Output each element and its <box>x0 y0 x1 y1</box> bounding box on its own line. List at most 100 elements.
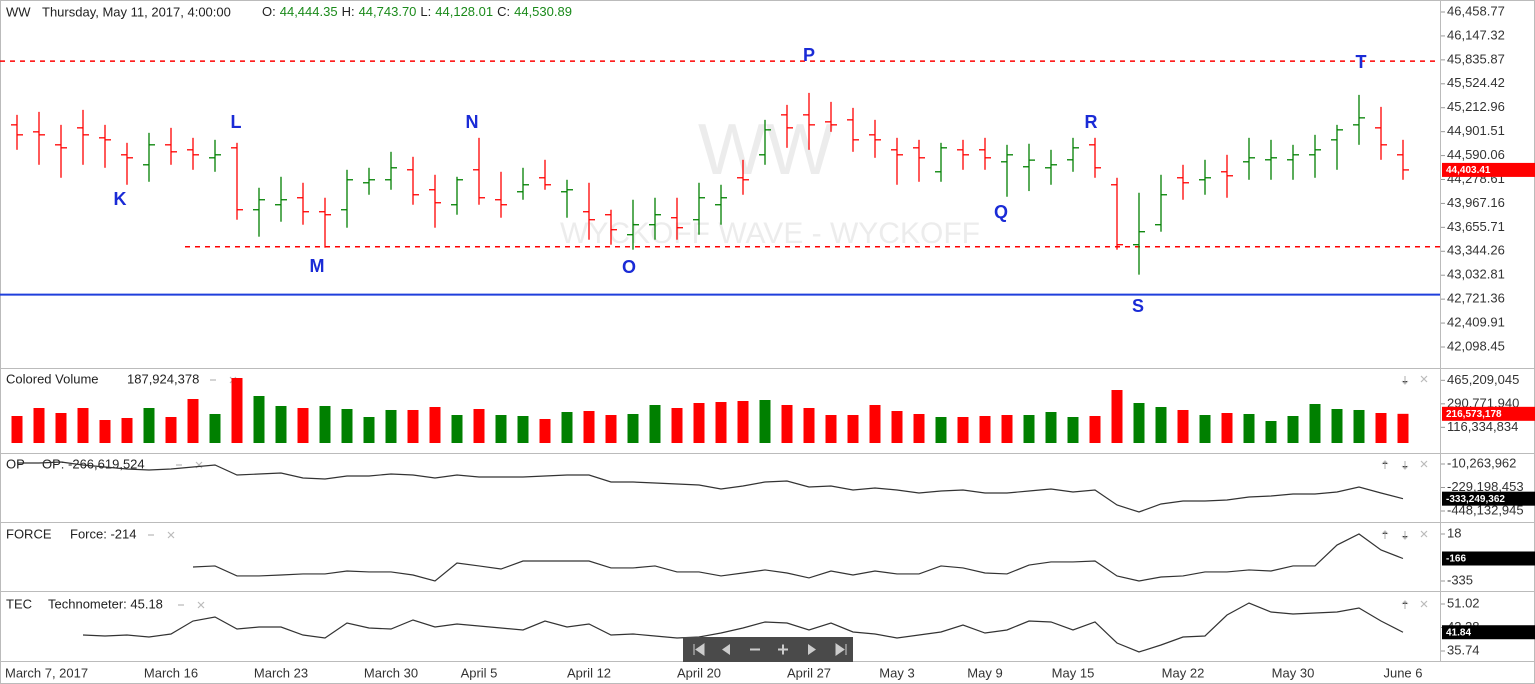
volume-bar <box>1221 413 1233 444</box>
last-button[interactable] <box>835 643 847 656</box>
y-tick-label: 43,032.81 <box>1447 267 1505 282</box>
symbol: WW <box>6 4 31 19</box>
panel-controls[interactable] <box>1381 460 1428 470</box>
panel-controls[interactable] <box>148 531 175 539</box>
last-value-label: 44,403.41 <box>1446 165 1491 176</box>
panel-controls[interactable] <box>178 601 205 609</box>
last-value-badge <box>1442 162 1535 177</box>
volume-bar <box>121 417 133 444</box>
volume-bar <box>979 416 991 444</box>
volume-bar <box>473 408 485 444</box>
wave-point-label: P <box>803 45 815 65</box>
volume-bar <box>1045 412 1057 444</box>
x-tick-label: May 15 <box>1052 665 1095 680</box>
next-button[interactable] <box>808 644 816 655</box>
wave-point-label: L <box>231 112 242 132</box>
x-tick-label: May 22 <box>1162 665 1205 680</box>
y-tick-label: -448,132,945 <box>1447 502 1524 517</box>
y-tick-label: 45,835.87 <box>1447 51 1505 66</box>
x-tick-label: March 16 <box>144 665 198 680</box>
panel-title: Colored Volume <box>6 371 99 386</box>
y-tick-label: 44,901.51 <box>1447 123 1505 138</box>
date-readout: Thursday, May 11, 2017, 4:00:00 <box>42 4 231 19</box>
volume-bar <box>385 409 397 444</box>
y-tick-label: 42,409.91 <box>1447 315 1505 330</box>
panel-readout: Technometer: 45.18 <box>48 596 163 611</box>
volume-bar <box>1067 417 1079 444</box>
ohlc-readout: O: 44,444.35 H: 44,743.70 L: 44,128.01 C: 44,53… <box>262 4 572 19</box>
volume-bar <box>1287 416 1299 444</box>
y-tick-label: 43,344.26 <box>1447 243 1505 258</box>
last-value-label: 216,573,178 <box>1446 409 1502 420</box>
wave-point-label: K <box>114 189 127 209</box>
watermark-text: WYCKOFF WAVE - WYCKOFF <box>560 217 980 250</box>
volume-bar <box>165 417 177 444</box>
volume-bar <box>1001 415 1013 444</box>
x-tick-label: April 5 <box>461 665 498 680</box>
y-tick-label: -229,198,453 <box>1447 479 1524 494</box>
x-tick-label: May 3 <box>879 665 914 680</box>
volume-bar <box>561 412 573 444</box>
readout-value: 44,530.89 <box>514 4 572 19</box>
panel-controls[interactable] <box>1401 600 1428 609</box>
volume-bar <box>1353 409 1365 444</box>
panel-controls[interactable] <box>1381 530 1428 540</box>
volume-bar <box>759 400 771 444</box>
volume-bar <box>737 400 749 444</box>
volume-bar <box>1331 408 1343 444</box>
prev-button[interactable] <box>722 644 730 655</box>
readout-key: L: <box>420 4 431 19</box>
panel-title: TEC <box>6 596 32 611</box>
y-tick-label: 116,334,834 <box>1447 419 1518 434</box>
wave-point-label: M <box>310 256 325 276</box>
wave-point-label: Q <box>994 202 1008 222</box>
volume-bar <box>693 403 705 444</box>
last-value-badge <box>1442 551 1535 566</box>
y-tick-label: 45,524.42 <box>1447 75 1505 90</box>
panel-controls[interactable] <box>1401 375 1428 385</box>
navigation-toolbar <box>683 637 853 662</box>
volume-bar <box>825 415 837 444</box>
x-tick-label: April 12 <box>567 665 611 680</box>
volume-bar <box>495 415 507 444</box>
y-tick-label: 46,147.32 <box>1447 27 1505 42</box>
indicator-line <box>17 461 1404 513</box>
volume-bar <box>77 408 89 444</box>
first-button[interactable] <box>693 643 705 656</box>
volume-bar <box>1265 421 1277 444</box>
x-tick-label: March 7, 2017 <box>5 665 88 680</box>
volume-bar <box>649 404 661 444</box>
y-tick-label: 45,212.96 <box>1447 99 1505 114</box>
indicator-line <box>192 533 1404 582</box>
volume-bar <box>1155 407 1167 444</box>
y-tick-label: 43,655.71 <box>1447 219 1505 234</box>
toolbar-bg <box>683 637 853 662</box>
y-tick-label: -335 <box>1447 572 1473 587</box>
volume-bar <box>209 413 221 444</box>
volume-bar <box>847 415 859 444</box>
volume-bar <box>253 395 265 444</box>
y-tick-label: 465,209,045 <box>1447 372 1519 387</box>
x-tick-label: May 30 <box>1272 665 1315 680</box>
volume-bar <box>1023 415 1035 444</box>
volume-bar <box>517 416 529 444</box>
volume-bar <box>803 408 815 444</box>
y-tick-label: -10,263,962 <box>1447 455 1516 470</box>
zoom-in-button[interactable] <box>778 644 788 655</box>
y-tick-label: 43,967.16 <box>1447 195 1505 210</box>
x-tick-label: March 23 <box>254 665 308 680</box>
watermark: WW WYCKOFF WAVE - WYCKOFF <box>560 110 980 250</box>
volume-bar <box>935 417 947 444</box>
volume-bar <box>1243 413 1255 444</box>
panel-readout: Force: -214 <box>70 526 136 541</box>
panel-readout: 187,924,378 <box>127 371 199 386</box>
volume-bar <box>1177 409 1189 444</box>
volume-bar <box>583 411 595 444</box>
x-tick-label: April 20 <box>677 665 721 680</box>
indicator-line <box>82 602 1404 653</box>
volume-bar <box>605 415 617 444</box>
y-tick-label: 51.02 <box>1447 595 1480 610</box>
volume-bar <box>11 416 23 444</box>
wave-point-label: O <box>622 257 636 277</box>
y-tick-label: 44,590.06 <box>1447 147 1505 162</box>
